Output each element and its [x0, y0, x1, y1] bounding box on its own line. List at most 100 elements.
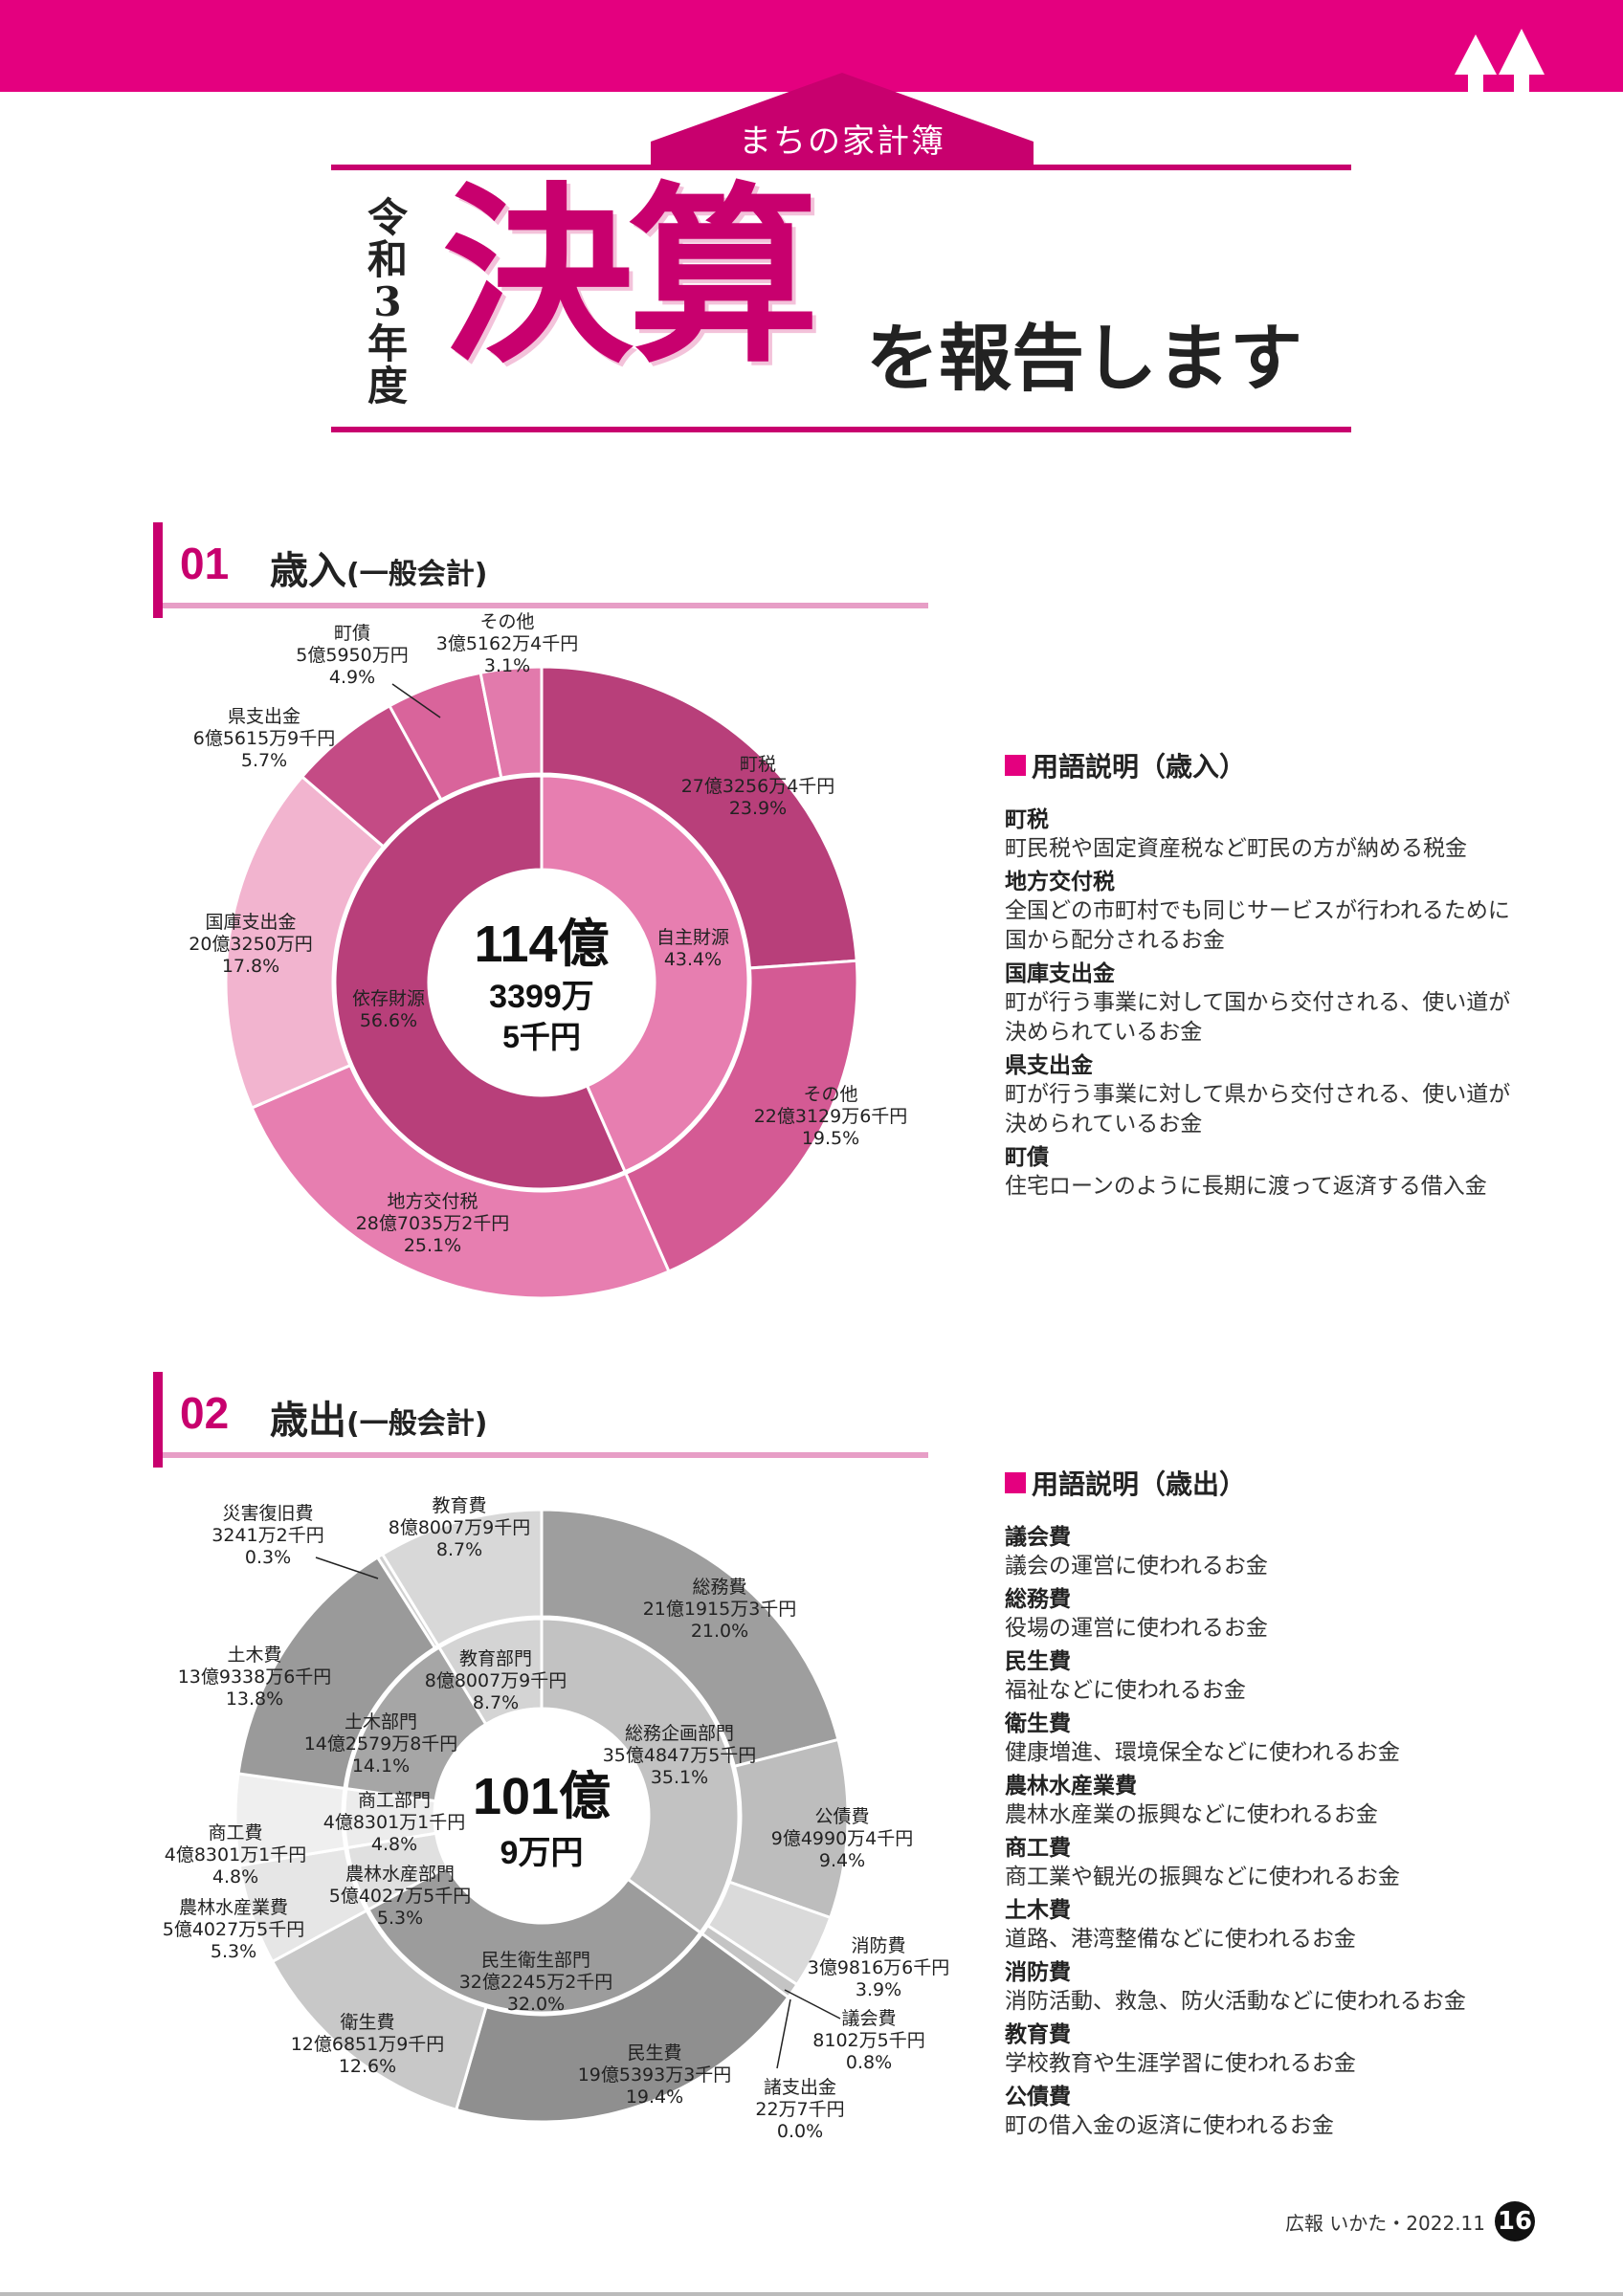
inner-slice-label: 35億4847万5千円 [603, 1745, 757, 1766]
donut-hole [429, 870, 655, 1095]
section-title: 歳入(一般会計) [270, 549, 488, 593]
glossary-term: 農林水産業費 [1005, 1774, 1137, 1799]
inner-slice-label: 8.7% [473, 1692, 519, 1713]
glossary-desc: 消防活動、救急、防火活動などに使われるお金 [1005, 1989, 1466, 2014]
outer-slice-label: 教育費 [432, 1495, 486, 1516]
outer-slice [380, 1508, 544, 1648]
glossary-heading: 用語説明（歳入） [1005, 746, 1579, 784]
donut-total: 5千円 [502, 1020, 581, 1054]
donut-total: 9万円 [500, 1835, 584, 1871]
outer-slice-label: 13億9338万6千円 [178, 1667, 332, 1688]
glossary-desc: 商工業や観光の振興などに使われるお金 [1005, 1865, 1400, 1889]
glossary-term: 議会費 [1005, 1525, 1071, 1550]
outer-slice-label: 町税 [740, 754, 776, 775]
donut-total: 101億 [473, 1768, 611, 1825]
glossary-term: 県支出金 [1005, 1053, 1093, 1078]
glossary-desc: 道路、港湾整備などに使われるお金 [1005, 1927, 1356, 1952]
outer-slice [540, 665, 858, 970]
glossary-list: 町税 町民税や固定資産税など町民の方が納める税金 地方交付税 全国どの市町村でも同じサ… [1005, 806, 1579, 1202]
outer-slice-label: 0.3% [245, 1547, 291, 1568]
section-underline [163, 603, 928, 608]
outer-slice-label: 19.5% [802, 1128, 859, 1149]
section-bar [153, 522, 163, 618]
outer-slice-label: 議会費 [841, 2008, 896, 2029]
outer-slice-label: 民生費 [627, 2042, 681, 2064]
publication-name: 広報 いかた・2022.11 [1284, 2211, 1485, 2235]
header-graphic [331, 73, 1351, 432]
outer-slice-label: 8.7% [436, 1539, 482, 1560]
inner-slice-label: 教育部門 [459, 1648, 532, 1669]
outer-slice-label: 25.1% [404, 1235, 461, 1256]
outer-slice-label: 地方交付税 [387, 1191, 478, 1212]
outer-slice-label: 27億3256万4千円 [681, 776, 835, 797]
glossary-term: 町債 [1005, 1145, 1049, 1170]
outer-slice-label: 3.9% [856, 1979, 901, 2000]
outer-slice [540, 1508, 840, 1769]
outer-slice-label: 土木費 [227, 1645, 281, 1666]
outer-slice-label: 消防費 [851, 1935, 905, 1956]
outer-slice-label: 商工費 [208, 1822, 262, 1843]
donut-total: 3399万 [489, 979, 594, 1015]
leader-line [315, 1556, 379, 1579]
outer-slice-label: 諸支出金 [764, 2077, 836, 2098]
section-title: 歳出(一般会計) [270, 1399, 488, 1443]
glossary-desc: 町が行う事業に対して国から交付される、使い道が 決められているお金 [1005, 990, 1511, 1045]
inner-slice-label: 総務企画部門 [625, 1723, 734, 1744]
outer-slice-label: 6億5615万9千円 [193, 728, 336, 749]
inner-slice-label: 35.1% [651, 1767, 708, 1788]
section-number: 02 [180, 1388, 230, 1438]
inner-slice-label: 14億2579万8千円 [304, 1733, 458, 1755]
outer-slice-label: 5.3% [211, 1941, 256, 1962]
page-subtitle: を報告します [866, 316, 1302, 401]
outer-slice-label: 3億9816万6千円 [808, 1957, 950, 1978]
outer-slice [224, 774, 386, 1111]
inner-slice-label: 5億4027万5千円 [329, 1886, 472, 1907]
outer-slice-label: 9.4% [819, 1850, 865, 1871]
inner-slice-label: 14.1% [352, 1755, 410, 1777]
inner-slice-label: 4億8301万1千円 [323, 1812, 466, 1833]
outer-slice-label: 4.8% [212, 1866, 258, 1888]
leader-line [776, 1998, 791, 2069]
glossary-desc: 議会の運営に使われるお金 [1005, 1554, 1268, 1578]
outer-slice-label: 19.4% [626, 2086, 683, 2108]
inner-slice-label: 依存財源 [352, 988, 425, 1009]
inner-slice-label: 民生衛生部門 [481, 1950, 590, 1971]
outer-slice-label: 22万7千円 [755, 2099, 844, 2120]
glossary-desc: 学校教育や生涯学習に使われるお金 [1005, 2051, 1356, 2076]
page-number: 16 [1495, 2201, 1535, 2241]
square-bullet-icon [1005, 755, 1026, 776]
section-bar [153, 1372, 163, 1468]
outer-slice [623, 959, 859, 1274]
glossary-term: 総務費 [1005, 1587, 1071, 1612]
donut-total: 114億 [474, 916, 609, 973]
glossary-desc: 全国どの市町村でも同じサービスが行われるために 国から配分されるお金 [1005, 898, 1510, 953]
outer-slice-label: 28億7035万2千円 [356, 1213, 510, 1234]
glossary-list: 議会費 議会の運営に使われるお金 総務費 役場の運営に使われるお金 民生費 福祉などに使わ… [1005, 1523, 1579, 2141]
outer-slice-label: 5億4027万5千円 [163, 1919, 305, 1940]
outer-slice-label: 0.8% [846, 2052, 892, 2073]
outer-slice-label: 国庫支出金 [205, 912, 296, 933]
inner-slice-label: 56.6% [360, 1010, 417, 1031]
outer-slice-label: 17.8% [222, 956, 279, 977]
glossary-revenue: 用語説明（歳入） 町税 町民税や固定資産税など町民の方が納める税金 地方交付税 全国ど… [1005, 746, 1579, 1205]
inner-slice-label: 5.3% [377, 1908, 423, 1929]
glossary-term: 公債費 [1005, 2085, 1071, 2109]
outer-slice-label: その他 [479, 611, 534, 632]
leader-line [391, 683, 441, 718]
outer-slice-label: 公債費 [814, 1806, 869, 1827]
outer-slice-label: 0.0% [777, 2121, 823, 2142]
outer-slice-label: 23.9% [729, 798, 787, 819]
glossary-desc: 町の借入金の返済に使われるお金 [1005, 2113, 1334, 2138]
outer-slice-label: 4.9% [329, 667, 375, 688]
square-bullet-icon [1005, 1472, 1026, 1493]
outer-slice-label: 3241万2千円 [211, 1525, 323, 1546]
glossary-term: 地方交付税 [1005, 870, 1115, 894]
inner-slice-label: 32億2245万2千円 [459, 1972, 613, 1993]
outer-slice-label: 農林水産業費 [179, 1897, 288, 1918]
outer-slice-label: 3億5162万4千円 [436, 633, 579, 654]
donut-hole [434, 1709, 649, 1923]
section-revenue-header: 01 歳入(一般会計) [153, 522, 928, 618]
inner-slice-label: 農林水産部門 [345, 1864, 455, 1885]
outer-slice-label: 12.6% [339, 2056, 396, 2077]
